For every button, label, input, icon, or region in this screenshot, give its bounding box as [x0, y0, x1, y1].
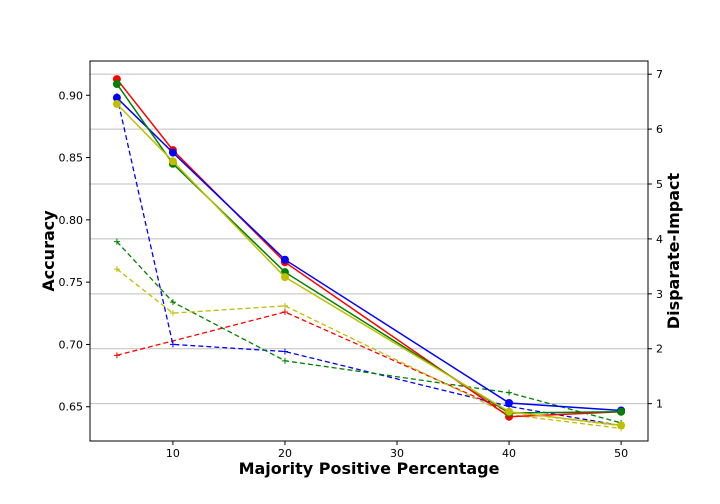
x-axis: 10 20 30 40 50 [166, 441, 628, 460]
disparate-impact-line [116, 241, 622, 424]
y-axis-right-title: Disparate-Impact [664, 172, 683, 329]
plot-frame [89, 60, 649, 442]
disparate-impact-marker [506, 389, 513, 396]
accuracy-marker [280, 273, 289, 282]
accuracy-marker [168, 148, 177, 157]
series-group [112, 75, 626, 432]
disparate-impact-marker [113, 352, 120, 359]
disparate-impact-marker [281, 302, 288, 309]
x-tick-label: 40 [502, 447, 516, 460]
disparate-impact-marker [169, 299, 176, 306]
x-tick-label: 30 [390, 447, 404, 460]
x-axis-title: Majority Positive Percentage [239, 459, 500, 478]
x-tick-label: 20 [278, 447, 292, 460]
y-left-tick-label: 0.65 [59, 401, 84, 414]
accuracy-marker [505, 407, 514, 416]
grid-lines [90, 73, 648, 405]
disparate-impact-marker [169, 341, 176, 348]
disparate-impact-marker [169, 310, 176, 317]
disparate-impact-marker [281, 348, 288, 355]
accuracy-marker [112, 99, 121, 108]
disparate-impact-marker [281, 357, 288, 364]
y-axis-left: 0.65 0.70 0.75 0.80 0.85 0.90 [59, 89, 90, 414]
accuracy-marker [617, 407, 626, 416]
x-tick-label: 10 [166, 447, 180, 460]
accuracy-marker [112, 80, 121, 89]
y-axis-right: 1 2 3 4 5 6 7 [648, 68, 663, 411]
y-axis-left-title: Accuracy [39, 210, 58, 292]
y-left-tick-label: 0.80 [59, 214, 84, 227]
disparate-impact-marker [113, 238, 120, 245]
accuracy-line [116, 78, 622, 418]
y-left-tick-label: 0.90 [59, 89, 84, 102]
x-tick-label: 50 [614, 447, 628, 460]
disparate-impact-marker [113, 266, 120, 273]
disparate-impact-line [116, 95, 622, 427]
y-left-tick-label: 0.85 [59, 152, 84, 165]
y-right-tick-label: 2 [656, 343, 663, 356]
accuracy-line [116, 103, 622, 427]
accuracy-marker [280, 255, 289, 264]
disparate-impact-marker [281, 308, 288, 315]
y-right-tick-label: 4 [656, 233, 663, 246]
y-right-tick-label: 7 [656, 68, 663, 81]
accuracy-marker [617, 421, 626, 430]
y-right-tick-label: 5 [656, 178, 663, 191]
disparate-impact-line [116, 311, 622, 427]
accuracy-line [116, 97, 622, 412]
y-right-tick-label: 1 [656, 398, 663, 411]
y-right-tick-label: 3 [656, 288, 663, 301]
y-right-tick-label: 6 [656, 123, 663, 136]
accuracy-marker [168, 157, 177, 166]
y-left-tick-label: 0.70 [59, 338, 84, 351]
y-left-tick-label: 0.75 [59, 276, 84, 289]
accuracy-marker [505, 399, 514, 407]
accuracy-line [116, 83, 622, 414]
